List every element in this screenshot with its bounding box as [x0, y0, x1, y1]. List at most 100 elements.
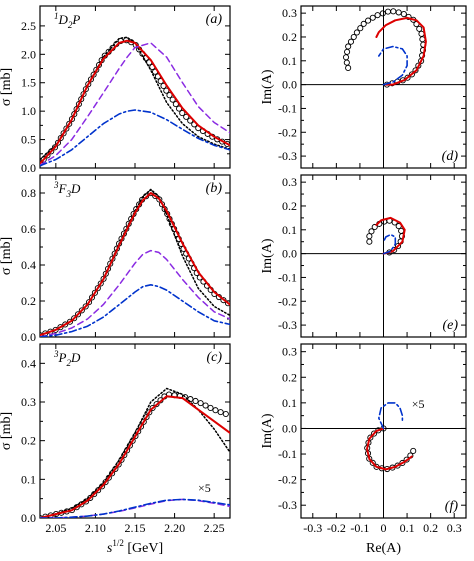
- data-point-circles-black: [100, 275, 107, 282]
- y-axis-label: σ [mb]: [0, 412, 14, 450]
- wave-label: 3P2D: [53, 349, 81, 368]
- y-axis-label: Im(A): [260, 238, 275, 273]
- y-tick-label: 0.8: [21, 186, 36, 200]
- data-point-circles-black: [40, 514, 44, 518]
- data-point-circles-black: [156, 196, 163, 203]
- data-point-circles-black: [224, 140, 230, 147]
- data-point-circles-black: [343, 59, 350, 66]
- y-tick-label: 0.4: [21, 356, 36, 370]
- series-line-dashdot-blue: [378, 402, 404, 430]
- y-tick-label: 0.3: [282, 175, 297, 189]
- wave-label: 3F3D: [53, 180, 81, 199]
- data-point-circles-black: [82, 86, 89, 93]
- y-tick-label: 1.5: [21, 76, 36, 90]
- data-point-circles-black: [147, 190, 154, 197]
- data-point-circles-black: [44, 152, 51, 159]
- data-point-circles-black: [75, 101, 82, 108]
- data-point-circles-black: [391, 246, 398, 254]
- data-point-circles-black: [412, 67, 419, 74]
- y-tick-label: 0.2: [282, 199, 297, 213]
- data-point-circles-black: [405, 13, 412, 20]
- data-point-circles-black: [187, 396, 194, 403]
- data-point-circles-black: [418, 57, 425, 64]
- data-point-circles-black: [379, 10, 386, 17]
- data-point-circles-black: [416, 25, 423, 32]
- y-tick-label: -0.3: [278, 498, 297, 512]
- series-line-dashdot-blue: [40, 284, 230, 337]
- y-axis-label: σ [mb]: [0, 237, 14, 275]
- data-point-circles-black: [179, 110, 186, 117]
- series-line-dashed-purple: [40, 249, 230, 337]
- y-tick-label: 0.3: [282, 345, 297, 359]
- series-group: [40, 188, 230, 337]
- x-tick-label: 2.20: [164, 521, 185, 535]
- data-point-circles-black: [97, 280, 104, 287]
- data-point-circles-black: [78, 96, 85, 103]
- x-tick-label: -0.1: [350, 521, 369, 535]
- data-point-circles-black: [374, 12, 381, 19]
- x-tick-label: 2.25: [204, 521, 225, 535]
- data-point-circles-black: [366, 238, 373, 245]
- data-point-circles-black: [344, 48, 351, 55]
- data-point-circles-black: [143, 414, 150, 421]
- series-line-dashdot-blue: [40, 109, 230, 167]
- data-point-circles-black: [95, 487, 102, 494]
- data-point-circles-black: [220, 297, 227, 304]
- data-point-circles-black: [71, 111, 78, 118]
- data-point-circles-black: [80, 91, 87, 98]
- y-tick-label: -0.1: [278, 101, 297, 115]
- data-point-circles-black: [83, 498, 90, 505]
- y-tick-label: 0.5: [21, 133, 36, 147]
- data-point-circles-black: [163, 87, 170, 94]
- data-point-circles-black: [115, 461, 122, 468]
- data-point-circles-black: [217, 409, 224, 416]
- data-point-circles-black: [224, 300, 230, 307]
- data-point-circles-black: [152, 192, 159, 200]
- data-point-circles-black: [126, 442, 133, 449]
- data-point-circles-black: [87, 76, 94, 83]
- data-point-circles-black: [78, 501, 85, 508]
- data-point-circles-black: [197, 400, 204, 407]
- y-tick-label: 0.0: [282, 247, 297, 261]
- data-point-circles-black: [368, 228, 375, 235]
- data-point-circles-black: [169, 96, 176, 103]
- y-tick-label: 0.1: [282, 54, 297, 68]
- y-tick-label: 1.0: [21, 104, 36, 118]
- series-group: [40, 36, 230, 167]
- data-point-circles-black: [192, 397, 199, 405]
- data-point-circles-black: [54, 139, 62, 146]
- data-point-circles-black: [137, 423, 145, 430]
- data-point-circles-black: [109, 470, 116, 477]
- series-line-solid-red: [375, 216, 406, 255]
- data-point-circles-black: [99, 483, 106, 490]
- panel-a: 0.0 0.5 1.0 1.5 2.0 2.5 (a) 1D2P σ [mb]: [0, 5, 231, 175]
- scale-annotation: ×5: [412, 397, 425, 411]
- y-tick-label: 0.0: [282, 78, 297, 92]
- data-point-circles-black: [367, 434, 374, 441]
- data-point-circles-black: [118, 456, 125, 463]
- data-point-circles-black: [410, 447, 417, 454]
- data-point-circles-black: [66, 120, 73, 127]
- series-line-dashdot-blue: [378, 45, 408, 86]
- data-point-circles-black: [222, 410, 229, 418]
- data-point-circles-black: [124, 447, 131, 454]
- data-point-circles-black: [166, 92, 173, 99]
- y-tick-label: 0.2: [21, 434, 36, 448]
- data-point-circles-black: [418, 30, 425, 37]
- data-point-circles-black: [60, 130, 67, 137]
- series-line-dashed-purple: [40, 42, 230, 166]
- data-point-circles-black: [102, 479, 109, 486]
- series-line-dotted-black: [40, 36, 230, 161]
- data-point-circles-black: [91, 289, 98, 296]
- series-line-dashdot-blue: [382, 233, 397, 255]
- scale-annotation: ×5: [198, 481, 211, 495]
- y-tick-label: 0.0: [21, 161, 36, 175]
- data-point-circles-black: [153, 401, 160, 408]
- data-point-circles-black: [88, 294, 96, 301]
- data-point-circles-black: [121, 452, 128, 459]
- y-tick-label: 0.0: [21, 330, 36, 344]
- data-point-circles-black: [73, 504, 80, 511]
- data-point-circles-black: [390, 8, 397, 15]
- data-point-circles-black: [371, 430, 378, 437]
- data-point-circles-black: [73, 106, 80, 113]
